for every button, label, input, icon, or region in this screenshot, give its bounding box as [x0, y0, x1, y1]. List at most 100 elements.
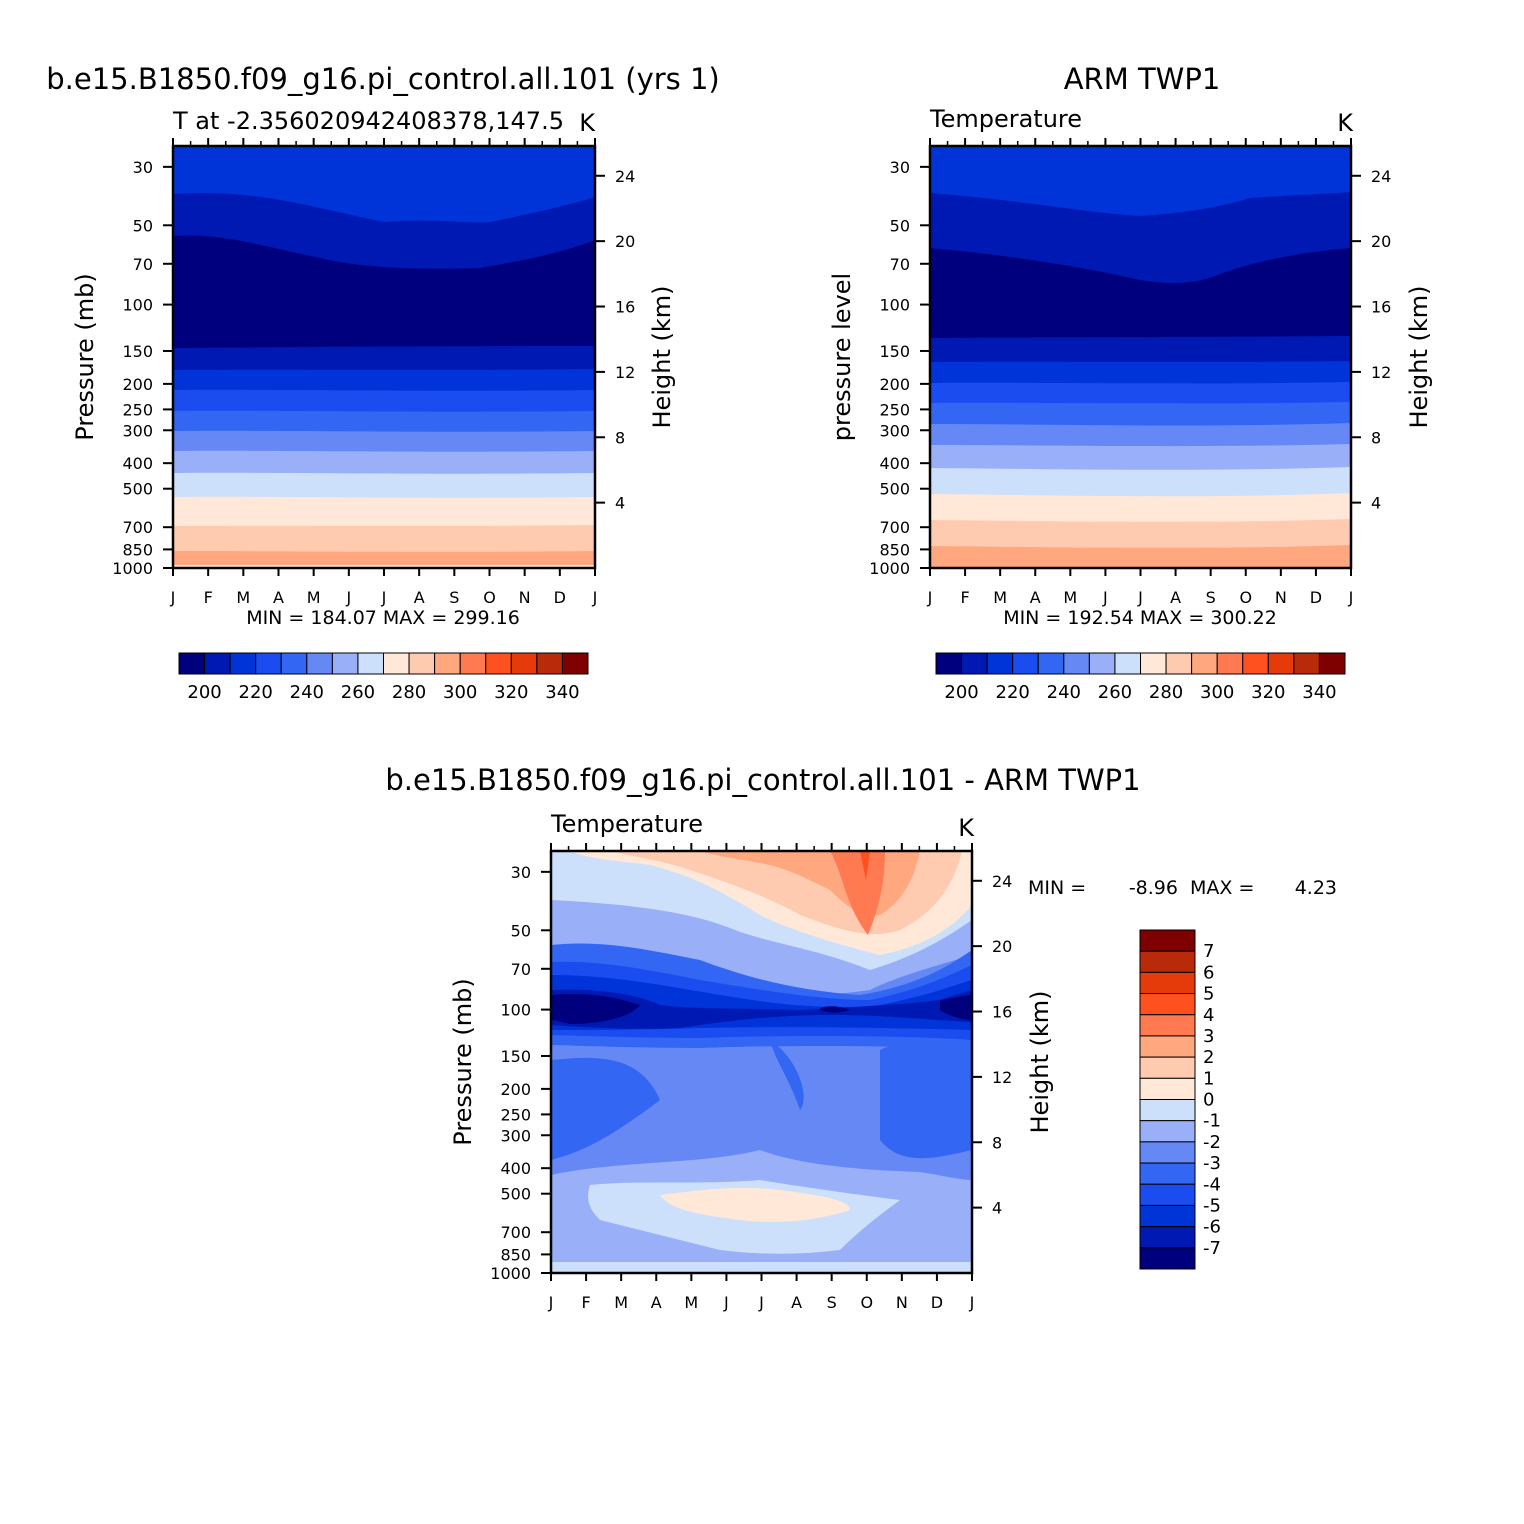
- x-tick-label: J: [1348, 588, 1354, 607]
- y-right-tick-label: 20: [992, 937, 1012, 956]
- x-tick-label: J: [170, 588, 176, 607]
- x-tick-label: O: [1239, 588, 1252, 607]
- y-tick-label: 300: [122, 421, 153, 440]
- panel-obs-subtitle: Temperature: [929, 105, 1082, 133]
- colorbar-swatch: [561, 652, 589, 675]
- contour-band: [551, 1262, 972, 1273]
- colorbar-label: 280: [1149, 682, 1183, 703]
- y-tick-label: 300: [879, 421, 910, 440]
- colorbar-swatch: [536, 652, 563, 675]
- colorbar-swatch: [1088, 652, 1116, 675]
- colorbar-swatch: [1139, 1183, 1196, 1206]
- colorbar-swatch: [229, 652, 257, 675]
- x-tick-label: D: [1310, 588, 1322, 607]
- colorbar-swatch: [1139, 929, 1196, 952]
- y-tick-label: 250: [122, 400, 153, 419]
- panel-obs-minmax: MIN = 192.54 MAX = 300.22: [1003, 607, 1277, 629]
- colorbar-label: 4: [1203, 1005, 1214, 1026]
- colorbar-swatch: [331, 652, 359, 675]
- contour-band: [173, 565, 595, 568]
- colorbar-swatch: [935, 652, 963, 675]
- panel-obs: ARM TWP1 Temperature K J F M A M J J A S O N D J 30 50…: [828, 62, 1433, 703]
- panel-diff-max-value: 4.23: [1295, 877, 1337, 899]
- x-tick-label: J: [758, 1293, 764, 1312]
- y-right-tick-label: 12: [992, 1068, 1012, 1087]
- colorbar-label: 260: [341, 682, 375, 703]
- colorbar-label: 5: [1203, 984, 1214, 1005]
- y-tick-label: 150: [122, 342, 153, 361]
- y-right-tick-label: 16: [1371, 298, 1391, 317]
- y-tick-label: 850: [879, 540, 910, 559]
- colorbar-label: 240: [1047, 682, 1081, 703]
- y-right-tick-label: 12: [615, 363, 635, 382]
- colorbar-label: -5: [1203, 1195, 1221, 1216]
- colorbar-swatch: [485, 652, 512, 675]
- panel-diff: b.e15.B1850.f09_g16.pi_control.all.101 -…: [385, 763, 1337, 1312]
- y-right-tick-label: 20: [1371, 232, 1391, 251]
- x-tick-label: A: [1030, 588, 1041, 607]
- panel-model-field: [173, 146, 595, 568]
- colorbar-swatch: [986, 652, 1014, 675]
- x-tick-label: F: [204, 588, 213, 607]
- panel-model-ylabel: Pressure (mb): [71, 273, 99, 440]
- colorbar-label: 7: [1203, 941, 1214, 962]
- y-tick-label: 400: [879, 454, 910, 473]
- panel-diff-max-label: MAX =: [1190, 877, 1254, 899]
- x-tick-label: J: [723, 1293, 729, 1312]
- y-right-tick-label: 16: [992, 1003, 1012, 1022]
- colorbar-swatch: [1242, 652, 1269, 675]
- y-tick-label: 200: [500, 1080, 531, 1099]
- panel-obs-title: ARM TWP1: [1064, 62, 1221, 96]
- panel-model-units: K: [579, 109, 596, 137]
- y-tick-label: 500: [122, 480, 153, 499]
- colorbar-swatch: [1139, 1247, 1196, 1270]
- colorbar-label: 260: [1098, 682, 1132, 703]
- y-tick-label: 100: [500, 1001, 531, 1020]
- panel-diff-ylabel: Pressure (mb): [449, 978, 477, 1145]
- panel-diff-ylabel-right: Height (km): [1026, 991, 1054, 1134]
- y-right-tick-label: 24: [992, 872, 1012, 891]
- y-tick-label: 150: [500, 1047, 531, 1066]
- colorbar-swatch: [1012, 652, 1039, 675]
- x-tick-label: O: [483, 588, 496, 607]
- colorbar-swatch: [1139, 1077, 1196, 1100]
- panel-obs-field: [930, 146, 1351, 568]
- colorbar-label: 320: [494, 682, 528, 703]
- y-right-tick-label: 24: [1371, 167, 1391, 186]
- y-tick-label: 50: [890, 216, 910, 235]
- y-tick-label: 250: [879, 400, 910, 419]
- y-tick-label: 100: [879, 296, 910, 315]
- y-tick-label: 250: [500, 1105, 531, 1124]
- colorbar-swatch: [1318, 652, 1346, 675]
- panel-diff-subtitle: Temperature: [550, 810, 703, 838]
- colorbar-label: -7: [1203, 1238, 1221, 1259]
- y-right-tick-label: 20: [615, 232, 635, 251]
- x-tick-label: J: [592, 588, 598, 607]
- colorbar-swatch: [1191, 652, 1218, 675]
- panel-model-minmax: MIN = 184.07 MAX = 299.16: [246, 607, 520, 629]
- colorbar-swatch: [1139, 1120, 1196, 1143]
- x-tick-label: J: [548, 1293, 554, 1312]
- colorbar-swatch: [1139, 993, 1196, 1016]
- y-tick-label: 100: [122, 296, 153, 315]
- colorbar-swatch: [1114, 652, 1141, 675]
- colorbar-swatch: [1139, 971, 1196, 995]
- contour-band: [820, 1006, 850, 1013]
- x-tick-label: A: [791, 1293, 802, 1312]
- x-tick-label: M: [307, 588, 321, 607]
- contour-band: [860, 851, 870, 880]
- x-tick-label: M: [236, 588, 250, 607]
- colorbar-label: 240: [290, 682, 324, 703]
- colorbar-swatch: [1139, 1035, 1196, 1058]
- panel-obs-ylabel: pressure level: [828, 273, 856, 441]
- panel-obs-colorbar: 200 220 240 260 280 300 320 340: [935, 652, 1346, 703]
- colorbar-label: 300: [443, 682, 477, 703]
- y-tick-label: 500: [500, 1185, 531, 1204]
- panel-model-axes: J F M A M J J A S O N D J 30 50 70 100 150 200 250 300 400 500…: [112, 138, 635, 607]
- panel-diff-min-value: -8.96: [1129, 877, 1178, 899]
- colorbar-label: 1: [1203, 1068, 1214, 1089]
- colorbar-label: 6: [1203, 962, 1214, 983]
- colorbar-label: 2: [1203, 1047, 1214, 1068]
- x-tick-label: S: [1206, 588, 1216, 607]
